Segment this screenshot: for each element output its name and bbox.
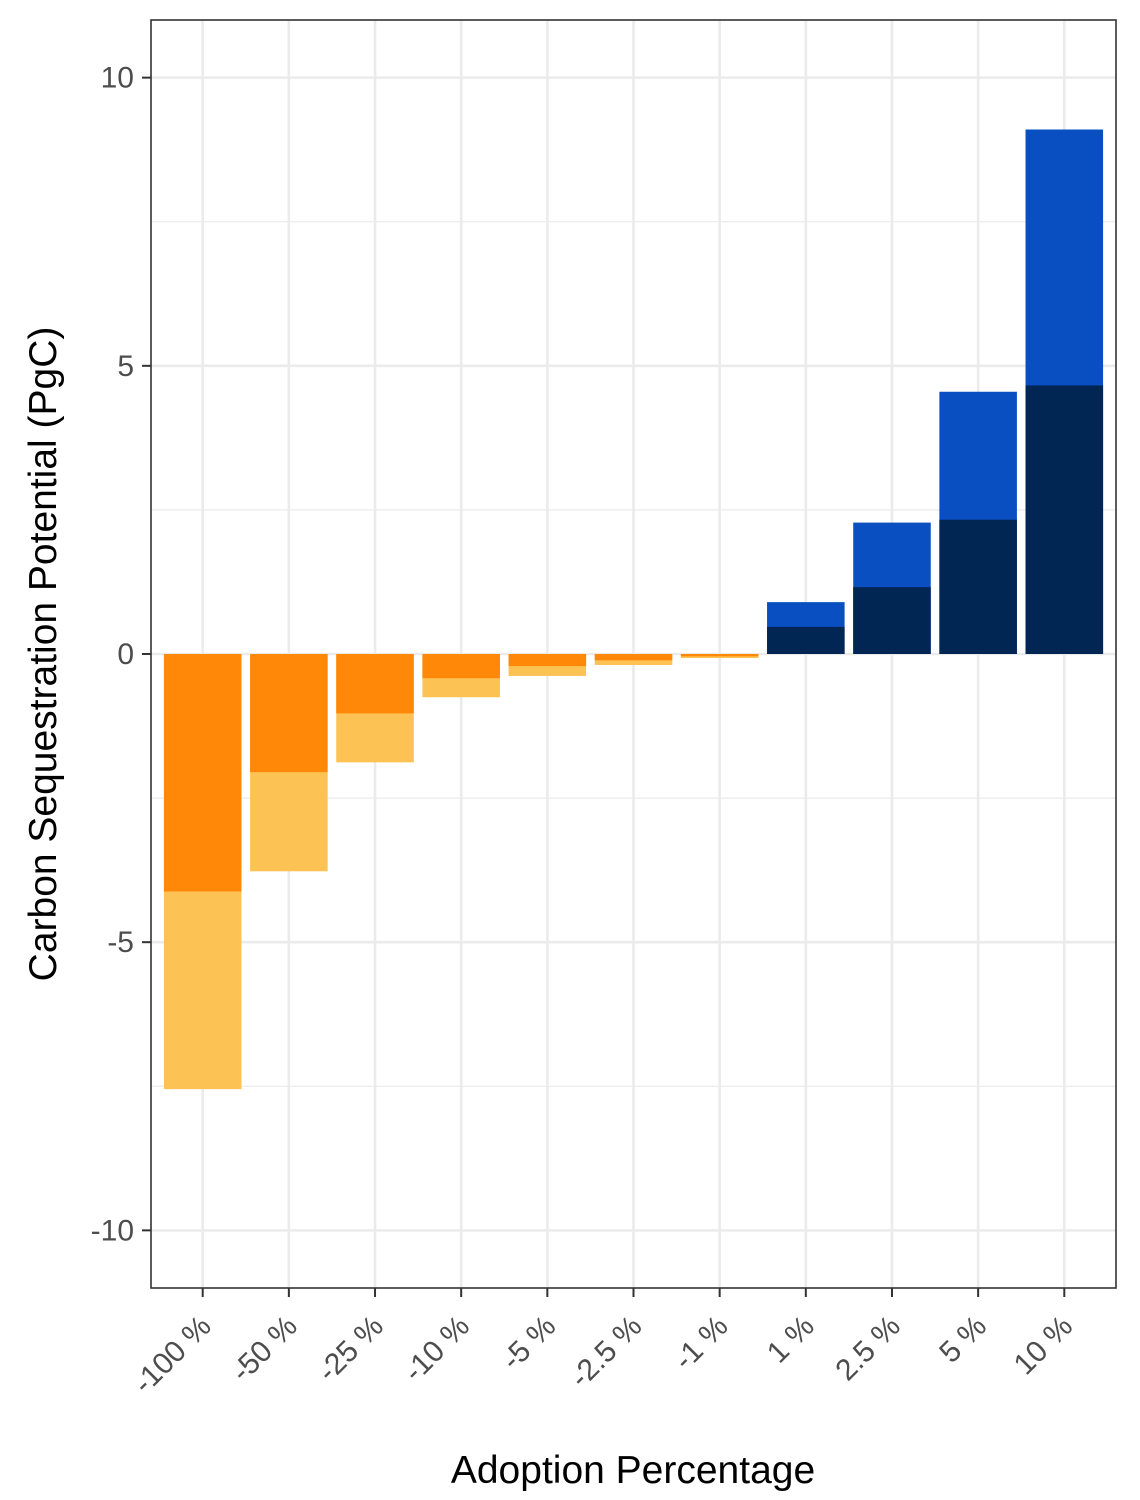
x-tick-label: 2.5 % [829, 1310, 907, 1388]
y-tick-label: -5 [107, 926, 134, 959]
bar-10-series2 [1025, 385, 1104, 654]
bar-5-series2 [939, 519, 1017, 654]
bar--100-series2 [163, 654, 242, 892]
x-tick-label: -100 % [127, 1310, 218, 1401]
bar-1-series2 [767, 626, 845, 654]
bar-2.5-series2 [853, 587, 931, 654]
x-tick-label: 1 % [761, 1310, 821, 1370]
x-tick-label: 10 % [1008, 1310, 1080, 1382]
y-tick-label: 0 [117, 638, 134, 671]
y-tick-label: 5 [117, 350, 134, 383]
x-tick-label: -25 % [311, 1310, 390, 1389]
bar--2.5-series2 [594, 654, 673, 661]
x-tick-label: -2.5 % [564, 1310, 649, 1395]
bars [163, 129, 1104, 1090]
bar--50-series2 [250, 654, 328, 773]
x-tick-label: -10 % [397, 1310, 476, 1389]
x-tick-label: -1 % [668, 1310, 735, 1377]
x-tick-label: -50 % [225, 1310, 304, 1389]
y-axis-ticks: -10 -5 0 5 10 [91, 62, 151, 1247]
x-axis-ticks: -100 % -50 % -25 % -10 % -5 % -2.5 % -1 % 1 % 2.… [127, 1288, 1079, 1400]
x-tick-label: 5 % [933, 1310, 993, 1370]
y-tick-label: -10 [91, 1214, 134, 1247]
bar--25-series2 [336, 654, 414, 714]
x-tick-label: -5 % [495, 1310, 562, 1377]
y-axis-title: Carbon Sequestration Potential (PgC) [22, 327, 65, 982]
x-axis-title: Adoption Percentage [451, 1449, 815, 1492]
bar--1-series2 [680, 654, 759, 657]
bar--10-series2 [422, 654, 500, 679]
bar--5-series2 [508, 654, 587, 667]
y-tick-label: 10 [101, 62, 134, 95]
